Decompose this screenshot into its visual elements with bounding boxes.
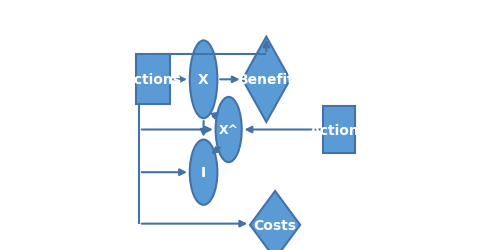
- Text: X^: X^: [218, 124, 238, 136]
- Text: Actions: Actions: [124, 73, 182, 87]
- Polygon shape: [242, 38, 290, 122]
- FancyBboxPatch shape: [324, 106, 355, 154]
- Text: Costs: Costs: [254, 218, 296, 232]
- Polygon shape: [250, 191, 300, 250]
- Ellipse shape: [216, 98, 242, 162]
- Text: X: X: [198, 73, 209, 87]
- Ellipse shape: [190, 140, 218, 205]
- Ellipse shape: [190, 41, 218, 119]
- Text: Benefit: Benefit: [238, 73, 294, 87]
- Text: I: I: [201, 166, 206, 179]
- Text: Actions: Actions: [310, 123, 368, 137]
- FancyBboxPatch shape: [136, 55, 170, 105]
